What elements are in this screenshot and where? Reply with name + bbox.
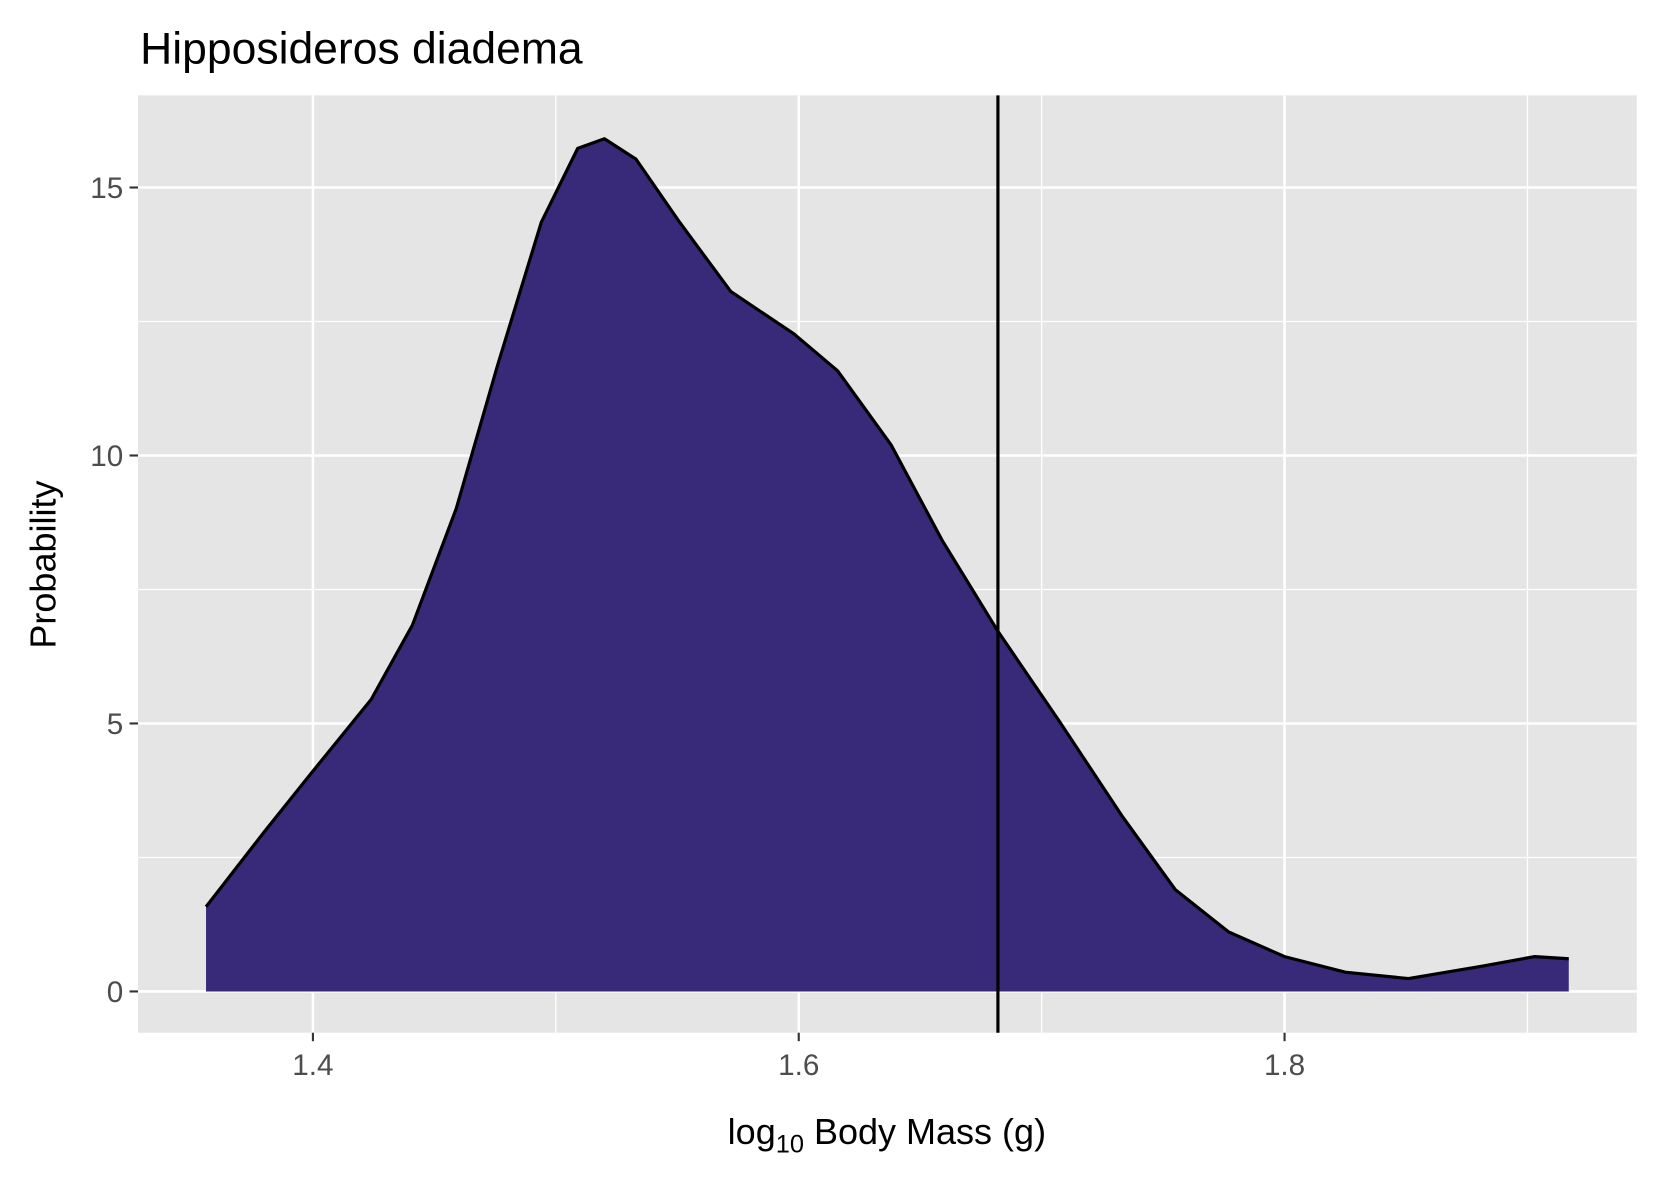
y-tick-label: 15: [90, 172, 123, 205]
x-tick-label: 1.4: [292, 1049, 333, 1082]
y-axis-label: Probability: [22, 481, 63, 649]
density-line: [204, 137, 1569, 981]
y-tick-label: 0: [107, 976, 124, 1009]
y-tick-label: 10: [90, 440, 123, 473]
x-label-part: Body Mass (g): [804, 1111, 1046, 1152]
x-tick-label: 1.6: [778, 1049, 819, 1082]
x-label-subscript: 10: [776, 1130, 804, 1158]
density-area: [206, 138, 1569, 992]
y-tick-label: 5: [107, 708, 124, 741]
chart-title: Hipposideros diadema: [140, 25, 583, 74]
x-tick-label: 1.8: [1264, 1049, 1305, 1082]
x-label-part: log: [728, 1111, 776, 1152]
x-axis-label: log10 Body Mass (g): [728, 1111, 1046, 1158]
